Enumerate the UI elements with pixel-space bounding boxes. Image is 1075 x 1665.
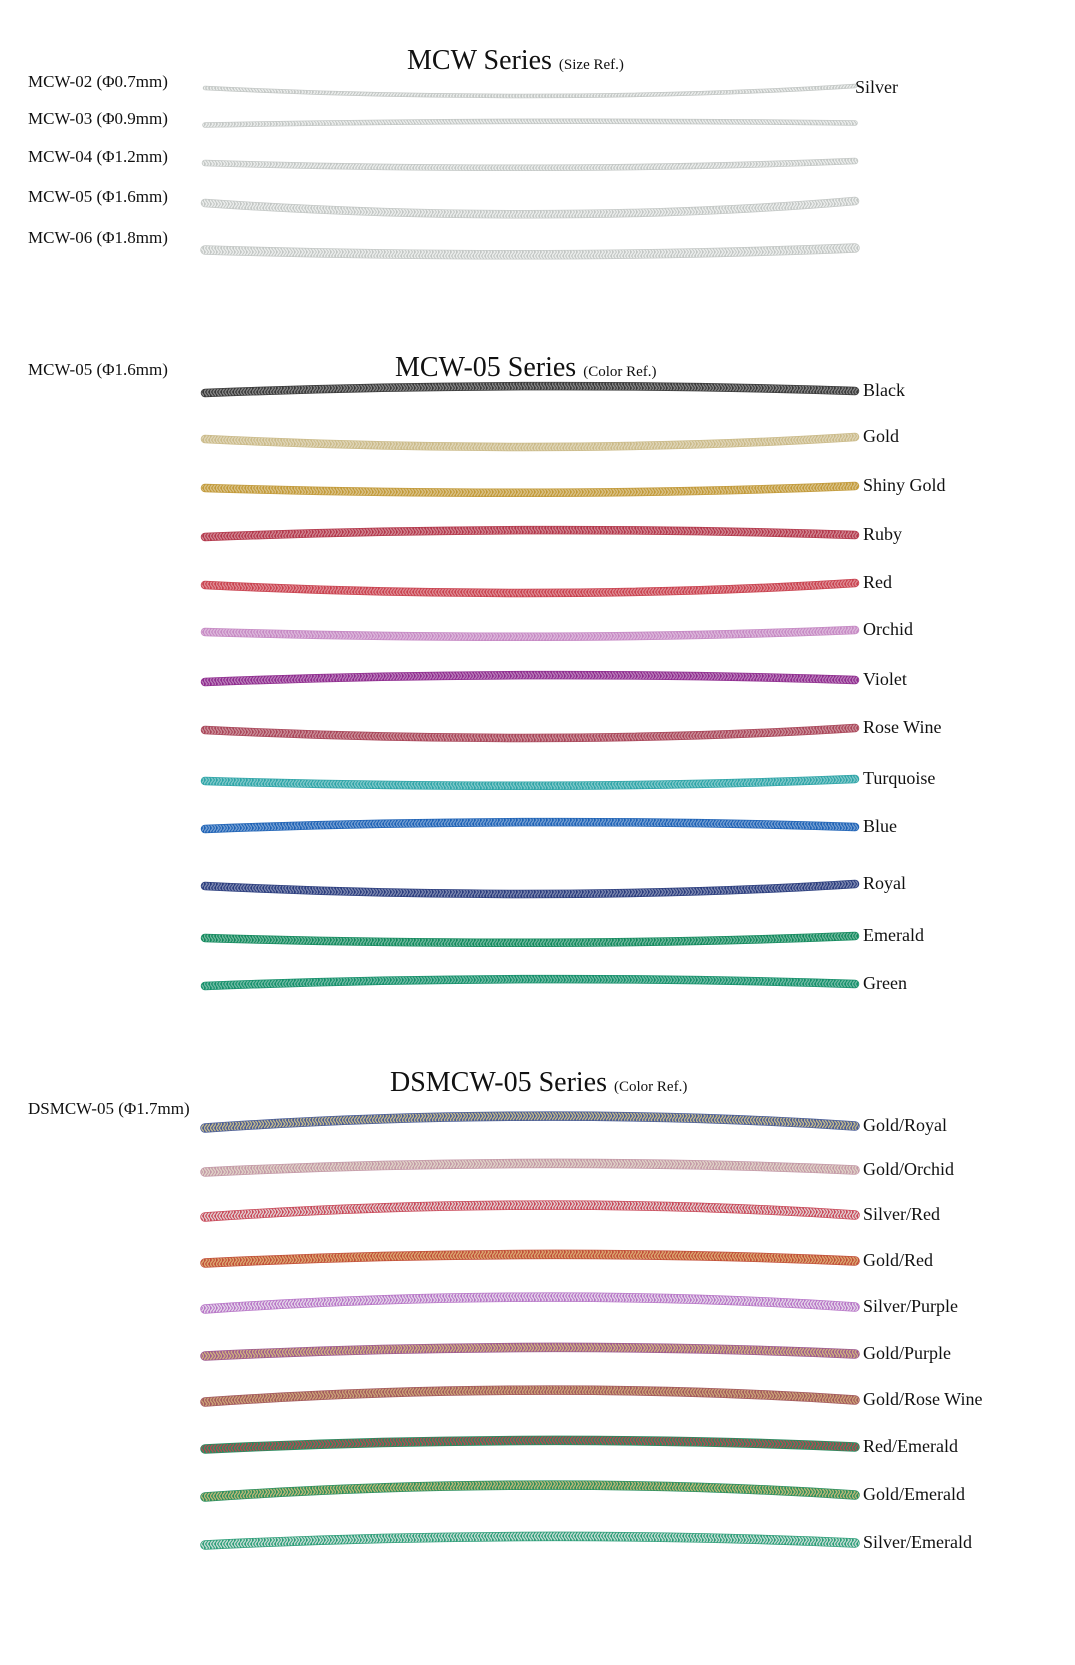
section-1-title-note: (Size Ref.) xyxy=(558,57,624,73)
color-label-gold-purple: Gold/Purple xyxy=(863,1343,951,1363)
cord-silver-5 xyxy=(201,197,859,218)
color-label-ruby: Ruby xyxy=(863,524,903,544)
cord-gold-rose-wine xyxy=(201,1386,859,1406)
cord-silver-3 xyxy=(203,119,857,127)
cord-silver-6 xyxy=(201,244,859,259)
color-label-red-emerald: Red/Emerald xyxy=(863,1436,958,1456)
section-2-title: MCW-05 Series (Color Ref.) xyxy=(395,352,657,383)
color-label-gold: Gold xyxy=(863,426,899,446)
cord-gold-red xyxy=(201,1250,859,1267)
cord-orchid xyxy=(201,626,859,641)
size-label-mcw-05: MCW-05 (Φ1.6mm) xyxy=(28,187,168,206)
cord-gold-orchid xyxy=(201,1159,859,1176)
cord-gold xyxy=(201,433,859,451)
cord-emerald xyxy=(201,932,859,947)
color-label-rose-wine: Rose Wine xyxy=(863,717,942,737)
cord-silver-emerald xyxy=(201,1532,859,1549)
section-1-title: MCW Series (Size Ref.) xyxy=(407,45,624,76)
cord-red xyxy=(201,579,859,597)
cord-silver-2 xyxy=(203,84,857,98)
cord-turquoise xyxy=(201,775,859,790)
color-label-red: Red xyxy=(863,572,892,592)
color-label-gold-royal: Gold/Royal xyxy=(863,1115,947,1135)
cord-silver-red xyxy=(201,1201,859,1221)
color-label-gold-red: Gold/Red xyxy=(863,1250,933,1270)
cord-gold-purple xyxy=(201,1343,859,1360)
color-label-turquoise: Turquoise xyxy=(863,768,936,788)
cord-black xyxy=(201,382,859,397)
cord-shiny-gold xyxy=(201,482,859,497)
section-3-title: DSMCW-05 Series (Color Ref.) xyxy=(390,1067,688,1098)
size-label-mcw-03: MCW-03 (Φ0.9mm) xyxy=(28,109,168,128)
color-label-gold-emerald: Gold/Emerald xyxy=(863,1484,965,1504)
cord-violet xyxy=(201,671,859,686)
cord-blue xyxy=(201,818,859,833)
cord-red-emerald xyxy=(201,1436,859,1453)
color-label-emerald: Emerald xyxy=(863,925,924,945)
cord-royal xyxy=(201,880,859,898)
section-2-title-note: (Color Ref.) xyxy=(583,364,657,380)
color-label-gold-orchid: Gold/Orchid xyxy=(863,1159,954,1179)
color-label-violet: Violet xyxy=(863,669,907,689)
section-3-title-note: (Color Ref.) xyxy=(614,1079,688,1095)
cord-gold-royal xyxy=(201,1112,859,1132)
size-label-mcw-04: MCW-04 (Φ1.2mm) xyxy=(28,147,168,166)
color-label-silver-red: Silver/Red xyxy=(863,1204,940,1224)
cord-rose-wine xyxy=(201,724,859,742)
size-label-dsmcw-05: DSMCW-05 (Φ1.7mm) xyxy=(28,1099,190,1118)
size-label-mcw-05-color: MCW-05 (Φ1.6mm) xyxy=(28,360,168,379)
color-label-blue: Blue xyxy=(863,816,897,836)
color-label-silver: Silver xyxy=(855,77,898,97)
cord-silver-purple xyxy=(201,1293,859,1313)
color-label-gold-rose-wine: Gold/Rose Wine xyxy=(863,1389,983,1409)
color-label-shiny-gold: Shiny Gold xyxy=(863,475,946,495)
color-label-silver-emerald: Silver/Emerald xyxy=(863,1532,972,1552)
size-label-mcw-02: MCW-02 (Φ0.7mm) xyxy=(28,72,168,91)
color-label-orchid: Orchid xyxy=(863,619,913,639)
cord-ruby xyxy=(201,526,859,541)
color-label-black: Black xyxy=(863,380,905,400)
cord-gold-emerald xyxy=(201,1481,859,1501)
color-label-silver-purple: Silver/Purple xyxy=(863,1296,958,1316)
cord-green xyxy=(201,975,859,990)
color-label-green: Green xyxy=(863,973,907,993)
size-label-mcw-06: MCW-06 (Φ1.8mm) xyxy=(28,228,168,247)
cord-silver-4 xyxy=(202,158,858,171)
color-label-royal: Royal xyxy=(863,873,906,893)
